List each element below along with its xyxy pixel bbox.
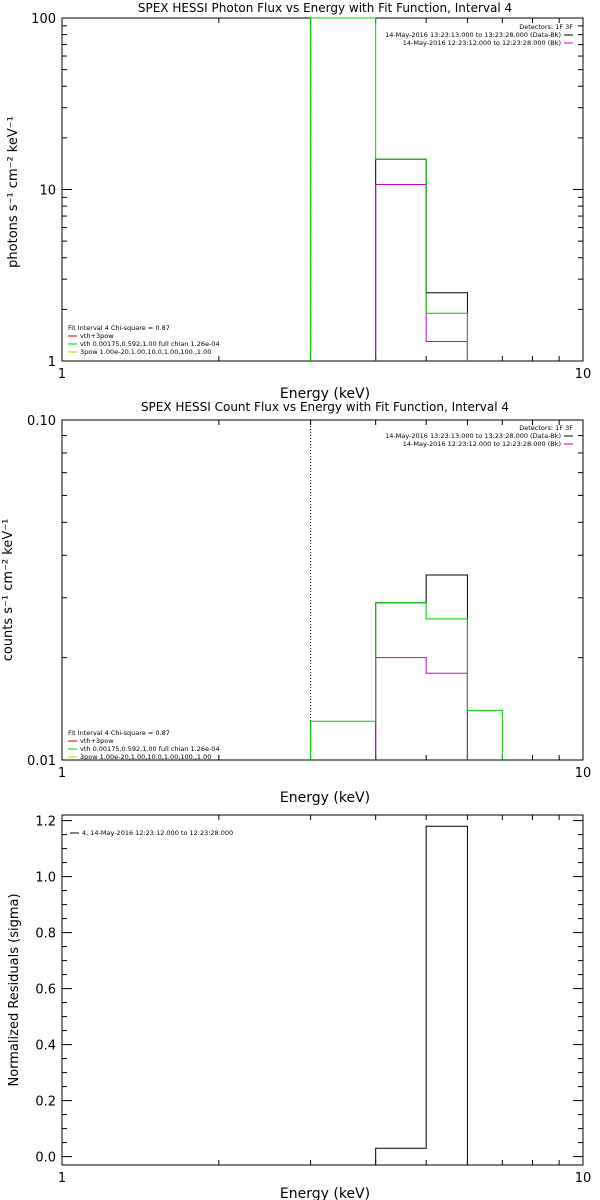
plot-axes: 1 10 0.0 0.2 0.4 0.6 0.8 1.0 1.2 — [35, 814, 592, 1186]
y-tick-label: 0.0 — [35, 1151, 56, 1166]
series-step-line — [310, 602, 503, 760]
legend-entry: vth+3pow — [80, 737, 114, 745]
y-axis-label: photons s⁻¹ cm⁻² keV⁻¹ — [6, 116, 21, 268]
plot-frame — [61, 814, 584, 1166]
legend-entry: 14-May-2016 13:23:13.000 to 13:23:28.000… — [385, 432, 561, 440]
plot-frame — [61, 419, 584, 761]
y-axis-label: counts s⁻¹ cm⁻² keV⁻¹ — [1, 519, 16, 662]
y-axis-label: Normalized Residuals (sigma) — [7, 893, 22, 1086]
x-tick-label: 1 — [58, 1171, 66, 1186]
y-tick-label: 0.2 — [35, 1095, 56, 1110]
legend-entry: vth 0.00175,0.592,1.00 full chian 1.26e-… — [80, 340, 220, 348]
legend-entry: 14-May-2016 12:23:12.000 to 12:23:28.000… — [403, 440, 561, 448]
legend-entry: vth+3pow — [80, 332, 114, 340]
series-step-line — [375, 657, 468, 760]
plot-axes: 1 10 0.01 0.10 — [27, 414, 591, 781]
series-step-line — [310, 17, 468, 361]
plot-series — [310, 420, 503, 760]
legend-entry: 3pow 1.00e-20,1.00,10.0,1.00,100.,1.00 — [80, 348, 211, 356]
legend-left: Fit Interval 4 Chi-square = 0.87vth+3pow… — [68, 729, 220, 761]
y-tick-label: 0.10 — [27, 414, 56, 429]
legend-left: 4, 14-May-2016 12:23:12.000 to 12:23:28.… — [70, 829, 233, 837]
x-tick-label: 10 — [575, 1171, 592, 1186]
plot-frame — [61, 17, 584, 362]
y-tick-label: 100 — [31, 12, 56, 27]
count-flux-panel: SPEX HESSI Count Flux vs Energy with Fit… — [1, 400, 591, 806]
y-tick-label: 0.8 — [35, 927, 56, 942]
legend-entry: 4, 14-May-2016 12:23:12.000 to 12:23:28.… — [82, 829, 233, 837]
x-tick-label: 10 — [575, 367, 592, 382]
x-tick-label: 1 — [58, 367, 66, 382]
legend-header: Fit Interval 4 Chi-square = 0.87 — [68, 729, 170, 737]
legend-left: Fit Interval 4 Chi-square = 0.87vth+3pow… — [68, 324, 220, 356]
x-axis-label: Energy (keV) — [280, 1186, 370, 1200]
legend-header: Fit Interval 4 Chi-square = 0.87 — [68, 324, 170, 332]
y-tick-label: 0.01 — [27, 754, 56, 769]
x-axis-label: Energy (keV) — [280, 386, 370, 402]
chart-title: SPEX HESSI Count Flux vs Energy with Fit… — [141, 400, 509, 414]
y-tick-label: 0.4 — [35, 1039, 56, 1054]
plot-series — [310, 17, 468, 361]
series-step-line — [375, 158, 468, 361]
x-axis-label: Energy (keV) — [280, 790, 370, 806]
y-tick-label: 0.6 — [35, 983, 56, 998]
x-tick-label: 10 — [575, 766, 592, 781]
legend-header: Detectors: 1F 3F — [519, 424, 573, 432]
legend-header: Detectors: 1F 3F — [519, 23, 573, 31]
legend-entry: vth 0.00175,0.592,1.00 full chian 1.26e-… — [80, 745, 220, 753]
y-tick-label: 1.2 — [35, 815, 56, 830]
legend-entry: 14-May-2016 12:23:12.000 to 12:23:28.000… — [403, 39, 561, 47]
residuals-panel: Energy (keV) Normalized Residuals (sigma… — [7, 814, 592, 1200]
series-step-line — [375, 183, 468, 361]
legend-entry: 3pow 1.00e-20,1.00,10.0,1.00,100.,1.00 — [80, 753, 211, 761]
y-tick-label: 1 — [48, 355, 56, 370]
legend-entry: 14-May-2016 13:23:13.000 to 13:23:28.000… — [385, 31, 561, 39]
y-tick-label: 10 — [39, 184, 56, 199]
x-tick-label: 1 — [58, 766, 66, 781]
chart-title: SPEX HESSI Photon Flux vs Energy with Fi… — [138, 1, 512, 15]
photon-flux-panel: SPEX HESSI Photon Flux vs Energy with Fi… — [6, 1, 591, 402]
plot-series — [375, 825, 468, 1165]
y-tick-label: 1.0 — [35, 871, 56, 886]
series-step-line — [375, 825, 468, 1165]
